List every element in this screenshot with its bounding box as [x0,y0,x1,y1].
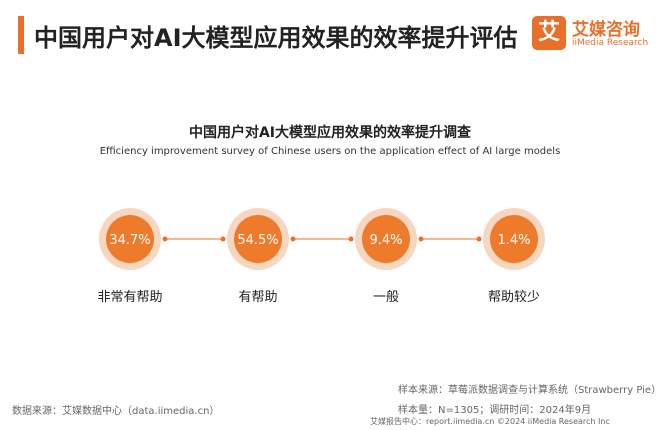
category-label: 非常有帮助 [97,290,162,305]
bubble-4 [490,215,538,263]
page-title: 中国用户对AI大模型应用效果的效率提升评估 [34,24,518,52]
category-label: 有帮助 [238,290,277,305]
category-label: 帮助较少 [488,290,540,305]
sample-size-note: 样本量：N=1305；调研时间：2024年9月 [398,405,592,416]
connector-dot [220,236,226,242]
connector-dot [418,236,424,242]
value-label: 1.4% [497,233,530,248]
value-label: 34.7% [109,233,150,248]
logo-name-en: iiMedia Research [572,38,649,48]
sample-source-note: 样本来源：草莓派数据调查与计算系统（Strawberry Pie） [398,385,660,396]
footer-credit: 艾媒报告中心：report.iimedia.cn ©2024 iiMedia R… [370,417,610,426]
efficiency-bubble-chart: 34.7% 非常有帮助 54.5% 有帮助 9.4% 一般 1.4% 帮助较少 [97,208,545,305]
title-bar: 中国用户对AI大模型应用效果的效率提升评估 [0,14,660,56]
bubble-1 [106,215,154,263]
logo-name-cn: 艾媒咨询 [572,20,640,40]
brand-logo: 艾 艾媒咨询 iiMedia Research [532,16,648,56]
connector-dot [348,236,354,242]
connector-dot [290,236,296,242]
connector-dot [162,236,168,242]
value-label: 9.4% [369,233,402,248]
logo-mark-icon: 艾 [532,16,566,50]
title-accent-bar [18,16,24,54]
value-label: 54.5% [237,233,278,248]
connector-dot [476,236,482,242]
bubble-2 [234,215,282,263]
chart-title: 中国用户对AI大模型应用效果的效率提升调查 [188,125,472,141]
bubble-3 [362,215,410,263]
chart-subtitle: Efficiency improvement survey of Chinese… [99,146,561,157]
category-label: 一般 [373,289,399,305]
data-source-note: 数据来源：艾媒数据中心（data.iimedia.cn） [12,406,220,417]
